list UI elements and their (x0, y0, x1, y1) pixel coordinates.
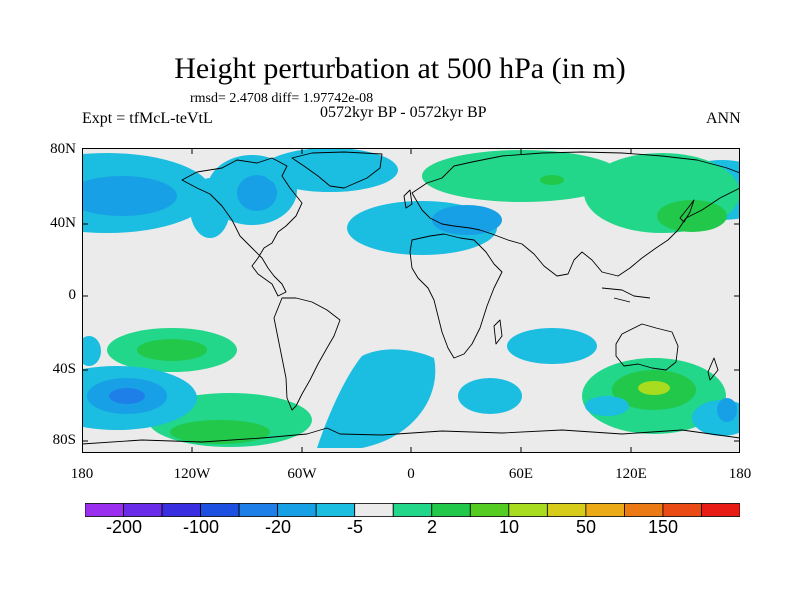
season-label: ANN (706, 110, 741, 127)
colorbar-swatch (392, 503, 433, 517)
lon-label-120w: 120W (173, 466, 211, 482)
contour-mediterranean (347, 201, 502, 255)
contour-north-america (190, 148, 398, 238)
colorbar-swatch (277, 503, 317, 517)
lat-label-0: 0 (68, 287, 77, 303)
madagascar-coast (493, 319, 503, 345)
colorbar-label: -100 (182, 517, 220, 537)
colorbar-label: -5 (346, 517, 363, 537)
map-title: Height perturbation at 500 hPa (in m) (174, 52, 626, 85)
colorbar-label: 2 (426, 517, 437, 537)
colorbar-swatch (469, 503, 510, 517)
lon-label-60e: 60E (508, 466, 534, 482)
colorbar-swatch (624, 503, 664, 517)
colorbar-swatch (123, 503, 163, 517)
australia-coast (615, 323, 679, 371)
greenland-coast (291, 151, 383, 189)
south-america-coast (273, 297, 341, 411)
lat-label-40s: 40S (52, 361, 76, 377)
colorbar-label: 10 (498, 517, 520, 537)
rmsd-stats: rmsd= 2.4708 diff= 1.97742e-08 (190, 91, 374, 106)
height-perturbation-map (82, 148, 740, 453)
colorbar-swatch (315, 503, 356, 517)
colorbar (85, 503, 740, 517)
contour-fills (82, 148, 740, 448)
lon-label-60w: 60W (287, 466, 317, 482)
lat-label-40n: 40N (50, 215, 76, 231)
lat-label-80s: 80S (52, 432, 76, 448)
contour-australia (582, 358, 740, 436)
colorbar-swatch (585, 503, 625, 517)
colorbar-swatch (238, 503, 279, 517)
colorbar-swatch (546, 503, 587, 517)
experiment-label: Expt = tfMcL-teVtL (82, 110, 213, 127)
colorbar-label: 50 (575, 517, 597, 537)
colorbar-swatch (508, 503, 548, 517)
period-label: 0572kyr BP - 0572kyr BP (320, 104, 487, 121)
colorbar-label: -200 (105, 517, 143, 537)
colorbar-label: -20 (264, 517, 291, 537)
europe-asia-coast (411, 151, 740, 277)
africa-coast (409, 233, 503, 359)
colorbar-swatch (200, 503, 240, 517)
contour-southern-ocean (82, 328, 597, 448)
contour-eurasia (422, 150, 740, 233)
lon-label-180e: 180 (728, 466, 752, 482)
colorbar-label: 150 (647, 517, 679, 537)
colorbar-swatch (431, 503, 471, 517)
colorbar-swatch (354, 503, 394, 517)
lon-label-120e: 120E (615, 466, 647, 482)
north-america-coast (181, 157, 303, 297)
antarctica-coast (82, 427, 740, 445)
coastlines (82, 151, 740, 445)
colorbar-swatch (662, 503, 702, 517)
british-isles-coast (403, 189, 413, 209)
colorbar-swatch (161, 503, 201, 517)
new-zealand-coast (707, 357, 719, 381)
lat-label-80n: 80N (50, 141, 76, 157)
lon-label-0: 0 (407, 466, 415, 482)
colorbar-swatch (701, 503, 740, 517)
japan-coast (679, 199, 695, 223)
map-frame (82, 148, 740, 453)
lon-label-180w: 180 (70, 466, 94, 482)
indonesia-coast (601, 287, 651, 303)
colorbar-swatch (85, 503, 124, 517)
